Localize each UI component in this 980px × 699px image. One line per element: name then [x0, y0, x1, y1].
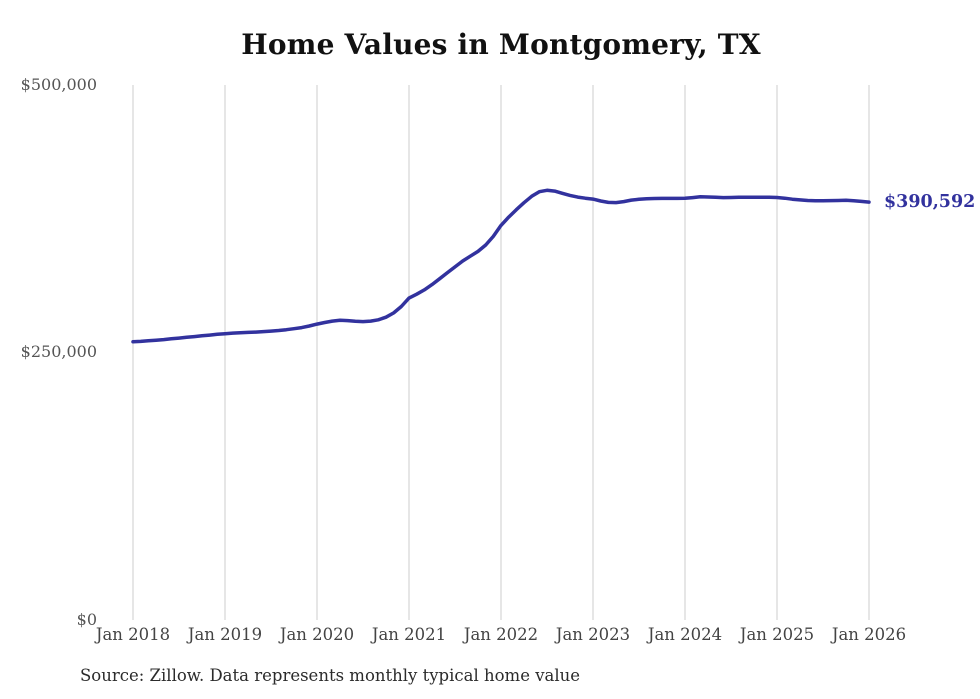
y-tick-500000: $500,000: [20, 75, 97, 94]
y-tick-0: $0: [76, 610, 97, 629]
x-tick-label: Jan 2025: [739, 625, 815, 644]
x-tick-label: Jan 2020: [279, 625, 355, 644]
x-tick-label: Jan 2022: [463, 625, 539, 644]
x-tick-label: Jan 2026: [831, 625, 907, 644]
y-tick-250000: $250,000: [20, 342, 97, 361]
x-tick-label: Jan 2019: [187, 625, 263, 644]
vertical-gridlines: [132, 85, 870, 620]
x-tick-label: Jan 2021: [371, 625, 447, 644]
chart-title: Home Values in Montgomery, TX: [241, 28, 761, 61]
x-tick-label: Jan 2024: [647, 625, 723, 644]
latest-value-annotation: $390,592: [884, 192, 976, 213]
source-note: Source: Zillow. Data represents monthly …: [80, 666, 581, 685]
x-tick-label: Jan 2023: [555, 625, 631, 644]
home-value-line-series: [131, 188, 871, 344]
x-tick-label: Jan 2018: [95, 625, 171, 644]
